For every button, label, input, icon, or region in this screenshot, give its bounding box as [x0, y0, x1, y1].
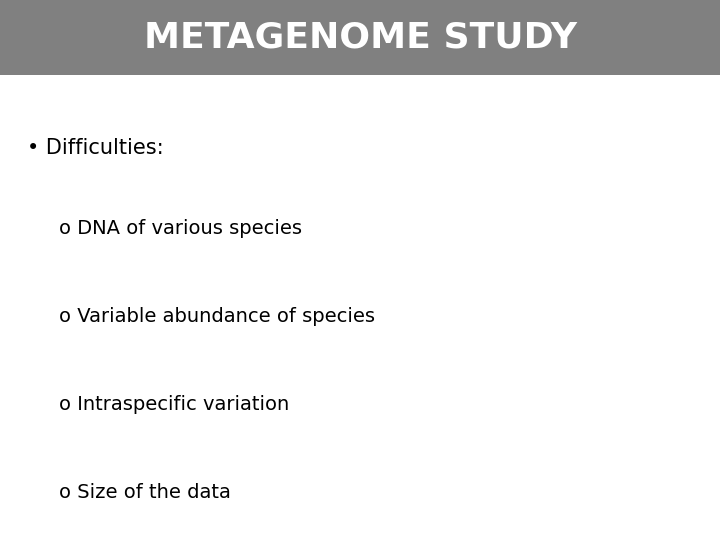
Text: o Intraspecific variation: o Intraspecific variation	[59, 395, 289, 414]
Text: • Difficulties:: • Difficulties:	[27, 138, 164, 158]
Text: o Variable abundance of species: o Variable abundance of species	[59, 307, 375, 326]
Text: o DNA of various species: o DNA of various species	[59, 219, 302, 238]
Text: o Size of the data: o Size of the data	[59, 483, 231, 502]
Bar	[0, 0, 720, 75]
Text: METAGENOME STUDY: METAGENOME STUDY	[143, 21, 577, 54]
